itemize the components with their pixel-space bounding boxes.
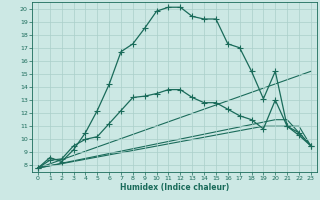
X-axis label: Humidex (Indice chaleur): Humidex (Indice chaleur) (120, 183, 229, 192)
